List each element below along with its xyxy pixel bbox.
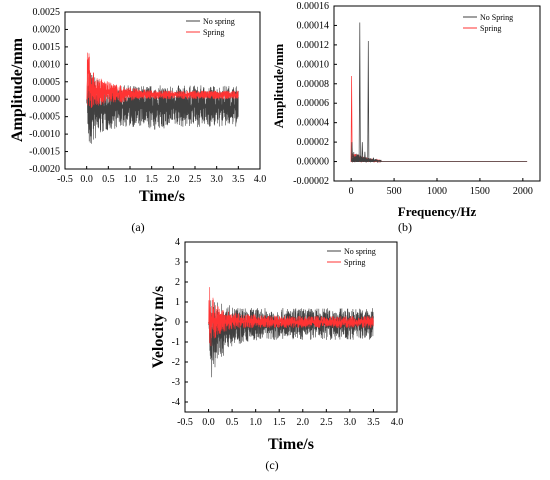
- plot-area-a: [86, 52, 239, 144]
- series-line-no-spring: [86, 72, 239, 144]
- x-axis-title-a: Time/s: [139, 188, 185, 205]
- caption-b: (b): [398, 220, 412, 234]
- y-axis-title-b: Amplitude/mm: [271, 44, 286, 129]
- y-tick-label: 0.0020: [33, 24, 61, 35]
- axis-ticks-b: 0 500 1000 1500 2000 -0.00002 0.00000 0.00002 0.…: [293, 1, 533, 197]
- x-tick-label: 1.0: [124, 174, 137, 185]
- plot-area-c: [208, 287, 374, 378]
- x-tick-label: -0.5: [177, 417, 193, 428]
- x-tick-label: 1.5: [273, 417, 286, 428]
- caption-c: (c): [265, 458, 278, 472]
- y-tick-label: 0.00014: [297, 20, 330, 31]
- y-tick-label: -0.00002: [293, 176, 329, 187]
- plot-frame-a: [64, 11, 261, 170]
- series-line-spring: [208, 287, 374, 347]
- axis-ticks-c: -0.5 0.0 0.5 1.0 1.5 2.0 2.5 3.0 3.5 4.0 -4 -3 -2 -1 0…: [172, 237, 404, 428]
- x-tick-label: 4.0: [391, 417, 404, 428]
- y-tick-label: -1: [172, 337, 180, 348]
- caption-a: (a): [131, 220, 144, 234]
- x-tick-label: 4.0: [254, 174, 267, 185]
- y-tick-label: 0.00012: [297, 40, 330, 51]
- y-tick-label: -0.0020: [29, 164, 60, 175]
- legend-label-spring-a: Spring: [203, 28, 224, 37]
- chart-panel-b: 0 500 1000 1500 2000 -0.00002 0.00000 0.00002 0.…: [271, 1, 541, 234]
- series-line-no-spring: [351, 22, 528, 163]
- x-tick-label: -0.5: [57, 174, 73, 185]
- legend-c: No spring Spring: [327, 247, 376, 267]
- y-tick-label: 2: [175, 277, 180, 288]
- y-tick-label: 0.00004: [297, 118, 330, 129]
- y-tick-label: -3: [172, 377, 180, 388]
- x-tick-label: 0.0: [80, 174, 93, 185]
- x-tick-label: 2.5: [320, 417, 333, 428]
- x-tick-label: 3.0: [210, 174, 223, 185]
- x-axis-title-c: Time/s: [268, 436, 314, 453]
- x-axis-title-b: Frequency/Hz: [398, 204, 477, 219]
- x-tick-label: 1500: [470, 186, 490, 197]
- y-tick-label: -0.0015: [29, 147, 60, 158]
- y-axis-title-c: Velocity m/s: [150, 286, 167, 369]
- series-line-no-spring: [208, 300, 374, 378]
- plot-frame-c: [184, 241, 398, 413]
- series-line-spring: [86, 52, 239, 109]
- x-tick-label: 0.0: [202, 417, 215, 428]
- legend-label-spring-b: Spring: [480, 24, 501, 33]
- x-tick-label: 3.5: [232, 174, 245, 185]
- y-tick-label: 0.00010: [297, 59, 330, 70]
- y-tick-label: 0.00000: [297, 157, 330, 168]
- y-tick-label: 0.00008: [297, 79, 330, 90]
- y-tick-label: -2: [172, 357, 180, 368]
- legend-label-no-spring-a: No spring: [203, 17, 235, 26]
- x-tick-label: 0.5: [226, 417, 239, 428]
- y-tick-label: 0.0005: [33, 77, 61, 88]
- x-tick-label: 1.5: [145, 174, 158, 185]
- x-tick-label: 2.0: [167, 174, 180, 185]
- y-tick-label: 0: [175, 317, 180, 328]
- y-tick-label: 0.0000: [33, 94, 61, 105]
- x-tick-label: 0: [349, 186, 354, 197]
- axis-ticks-a: -0.5 0.0 0.5 1.0 1.5 2.0 2.5 3.0 3.5 4.0 -0.0020 -0…: [29, 7, 266, 185]
- y-tick-label: 4: [175, 237, 180, 248]
- x-tick-label: 1000: [427, 186, 447, 197]
- x-tick-label: 2.0: [297, 417, 310, 428]
- y-tick-label: 0.0015: [33, 42, 61, 53]
- y-tick-label: -0.0010: [29, 129, 60, 140]
- legend-b: No Spring Spring: [463, 13, 513, 33]
- legend-label-no-spring-b: No Spring: [480, 13, 513, 22]
- chart-panel-a: -0.5 0.0 0.5 1.0 1.5 2.0 2.5 3.0 3.5 4.0 -0.0020 -0…: [9, 7, 266, 234]
- chart-panel-c: -0.5 0.0 0.5 1.0 1.5 2.0 2.5 3.0 3.5 4.0 -4 -3 -2 -1 0…: [150, 237, 403, 472]
- legend-label-no-spring-c: No spring: [344, 247, 376, 256]
- plot-area-b: [350, 22, 528, 163]
- legend-label-spring-c: Spring: [344, 258, 365, 267]
- y-tick-label: 1: [175, 297, 180, 308]
- y-axis-title-a: Amplitude/mm: [9, 37, 26, 142]
- y-tick-label: -4: [172, 397, 180, 408]
- y-tick-label: 0.00002: [297, 137, 330, 148]
- x-tick-label: 1.0: [249, 417, 262, 428]
- y-tick-label: 0.00016: [297, 1, 330, 12]
- series-line-spring: [350, 75, 528, 163]
- legend-a: No spring Spring: [186, 17, 235, 37]
- y-tick-label: -0.0005: [29, 112, 60, 123]
- x-tick-label: 3.5: [367, 417, 380, 428]
- y-tick-label: 0.00006: [297, 98, 330, 109]
- x-tick-label: 3.0: [344, 417, 357, 428]
- x-tick-label: 2000: [513, 186, 533, 197]
- x-tick-label: 500: [387, 186, 402, 197]
- x-tick-label: 2.5: [189, 174, 202, 185]
- y-tick-label: 3: [175, 257, 180, 268]
- y-tick-label: 0.0010: [33, 59, 61, 70]
- x-tick-label: 0.5: [102, 174, 115, 185]
- y-tick-label: 0.0025: [33, 7, 61, 18]
